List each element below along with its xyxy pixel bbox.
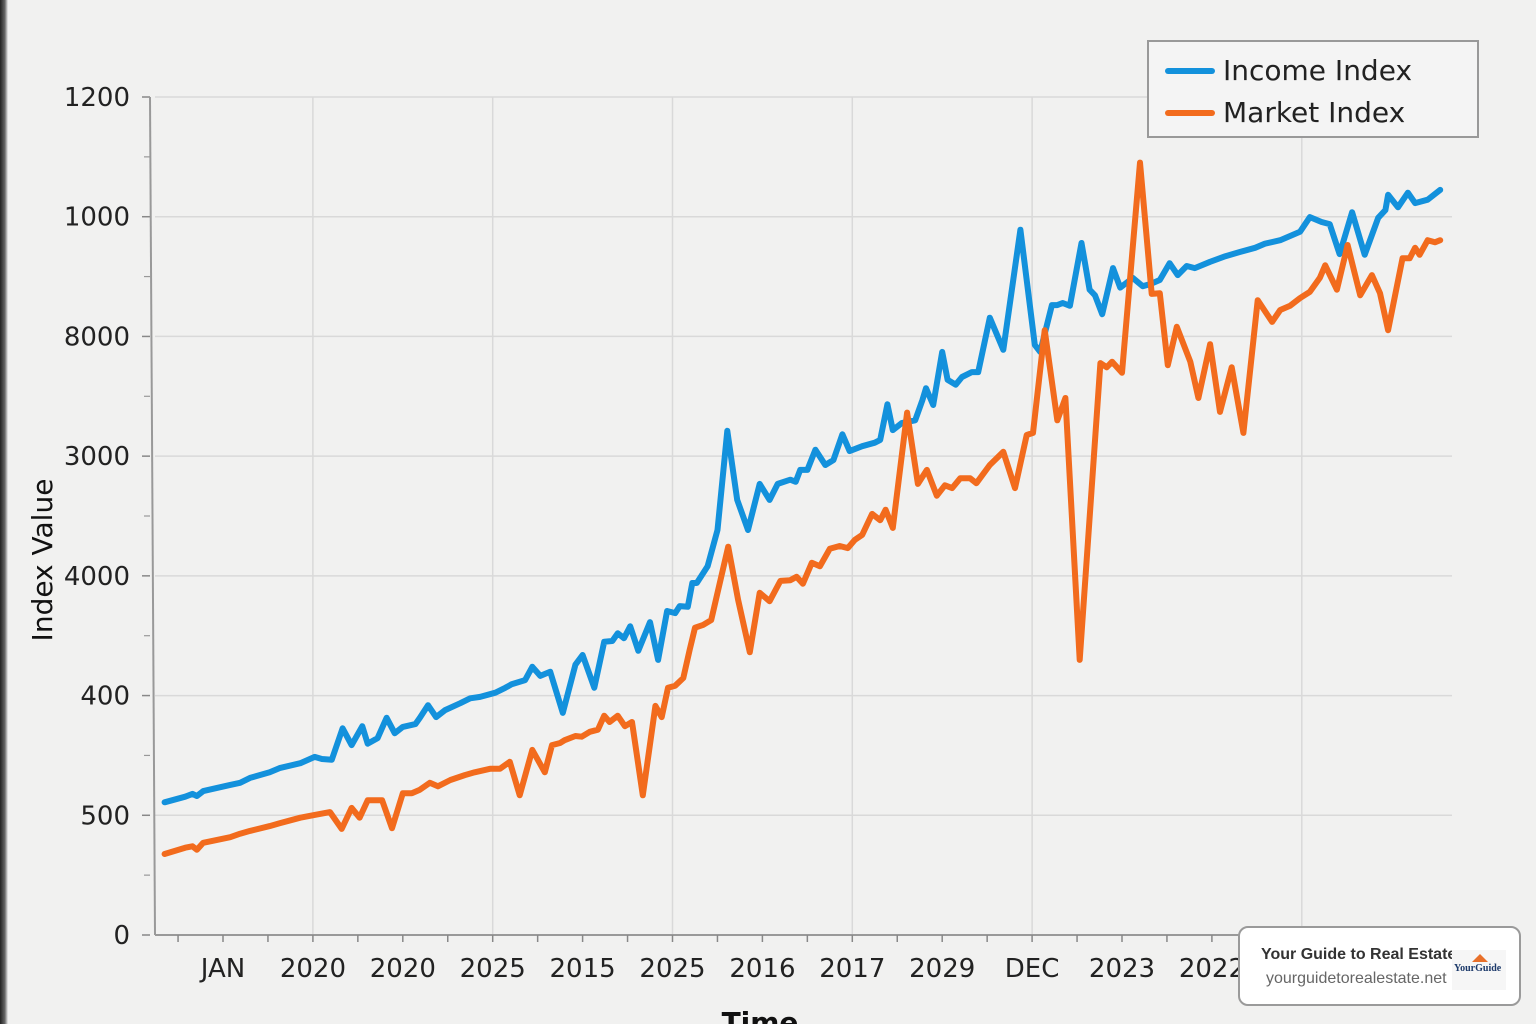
x-tick-label: 2025 [639, 954, 705, 984]
watermark-url[interactable]: yourguidetorealestate.net [1266, 970, 1447, 987]
x-tick-label: 2023 [1089, 954, 1155, 984]
y-tick-label: 1000 [64, 203, 130, 233]
x-tick-label: 2020 [370, 954, 436, 984]
y-tick-label: 1200 [64, 83, 130, 113]
x-axis-title: Time [722, 1006, 799, 1024]
house-logo-icon: YourGuide [1452, 950, 1506, 990]
y-tick-label: 4000 [64, 562, 130, 592]
logo-text: YourGuide [1454, 963, 1502, 974]
grid [155, 96, 1452, 935]
x-tick-label: 2015 [550, 954, 616, 984]
y-axis-title: Index Value [26, 479, 59, 642]
x-tick-label: DEC [1005, 954, 1060, 984]
y-tick-label: 500 [80, 801, 130, 831]
watermark-title: Your Guide to Real Estate [1261, 946, 1457, 963]
x-tick-label: 2025 [460, 954, 526, 984]
legend-swatch-market [1165, 109, 1215, 116]
series-lines [161, 159, 1444, 857]
axes [142, 96, 1452, 942]
watermark-badge[interactable]: Your Guide to Real Estate yourguidetorea… [1238, 926, 1521, 1006]
series-line-market-index [161, 159, 1444, 857]
legend-item-market: Market Index [1165, 96, 1405, 129]
legend-swatch-income [1165, 67, 1215, 74]
y-tick-label: 8000 [64, 322, 130, 352]
screen-bezel [0, 0, 8, 1024]
series-line-income-index [161, 186, 1444, 806]
legend-label-income: Income Index [1223, 54, 1413, 87]
y-tick-label: 0 [113, 921, 130, 951]
x-tick-label: 2017 [819, 954, 885, 984]
y-tick-label: 3000 [64, 442, 130, 472]
x-tick-label: 2020 [280, 954, 346, 984]
x-tick-label: 2029 [909, 954, 975, 984]
legend-label-market: Market Index [1223, 96, 1406, 129]
legend: Income Index Market Index [1147, 40, 1479, 138]
tick-labels: 0 500 400 4000 3000 8000 1000 1200 JAN 2020 2020 20… [64, 83, 1245, 984]
x-tick-label: 2016 [729, 954, 795, 984]
legend-item-income: Income Index [1165, 54, 1412, 87]
y-tick-label: 400 [80, 682, 130, 712]
house-icon [1472, 954, 1488, 962]
y-axis-line [149, 96, 156, 936]
x-tick-label: 2022 [1179, 954, 1245, 984]
x-tick-label: JAN [199, 954, 245, 984]
